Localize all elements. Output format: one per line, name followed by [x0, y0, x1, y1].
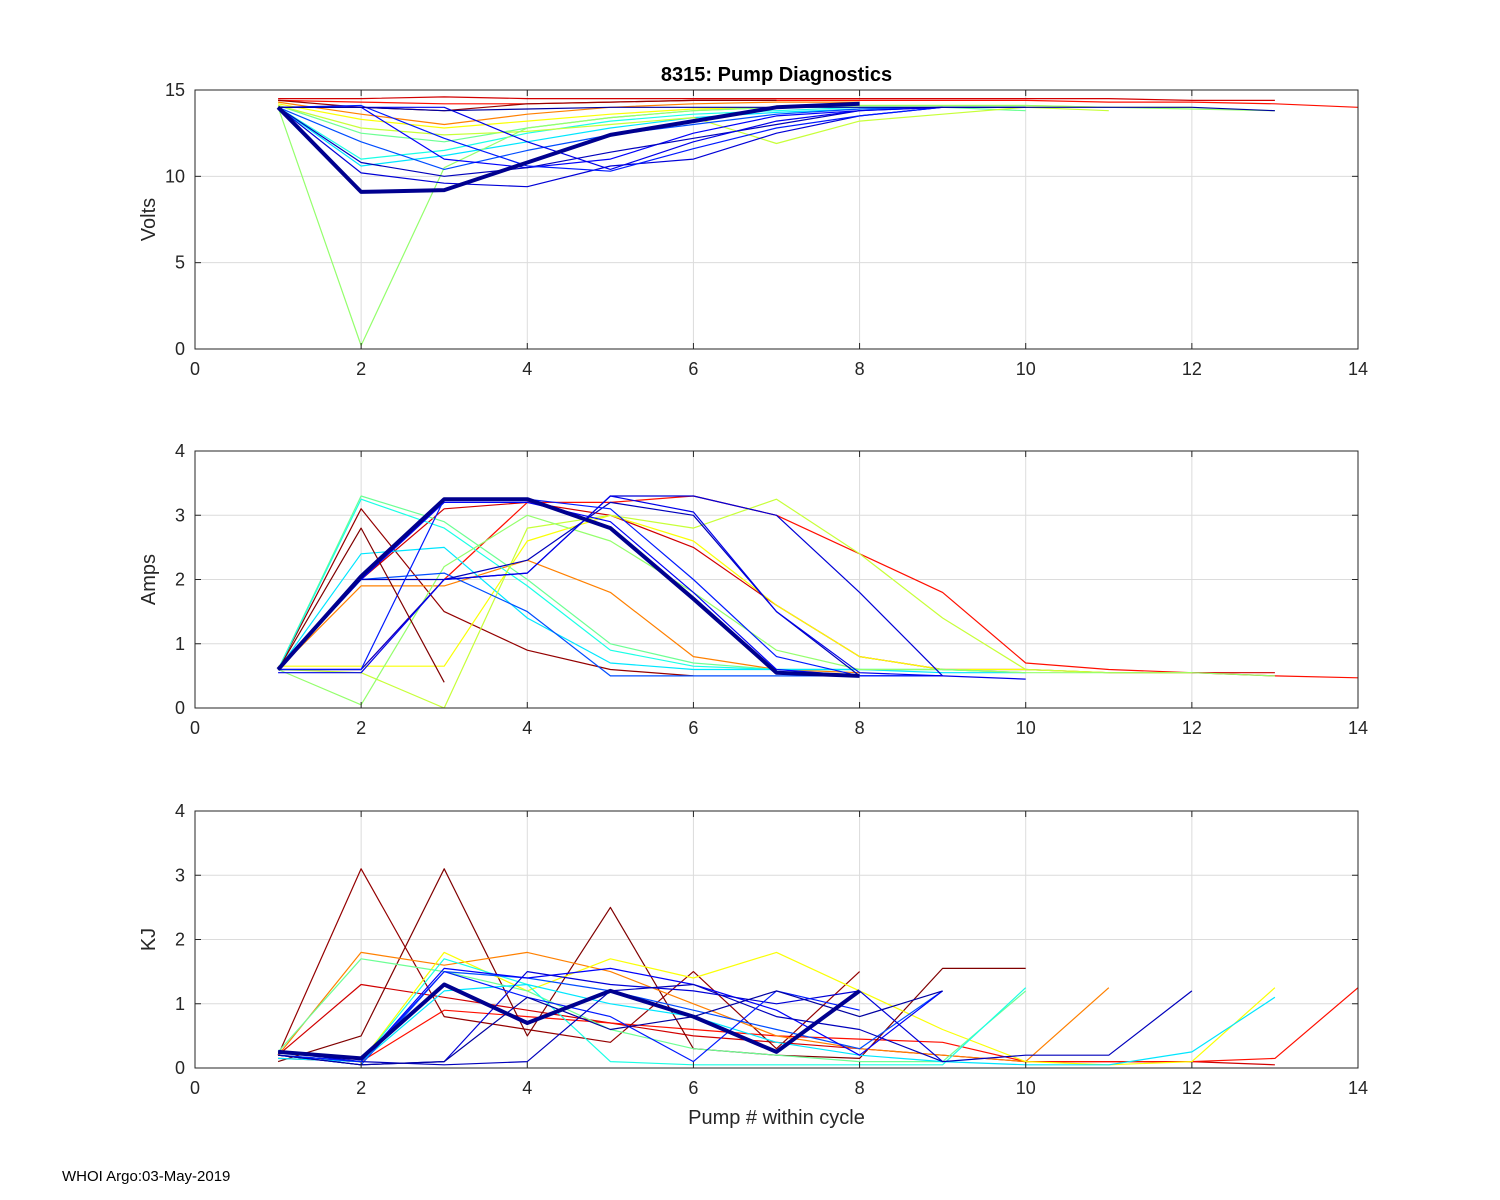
- x-tick-label: 10: [1016, 1078, 1036, 1098]
- y-tick-label: 10: [165, 166, 185, 186]
- series-line-s15: [278, 498, 943, 677]
- series-line-s8: [277, 546, 1026, 674]
- x-tick-label: 2: [356, 718, 366, 738]
- y-tick-label: 15: [165, 80, 185, 100]
- x-tick-label: 12: [1182, 718, 1202, 738]
- series-line-s16: [278, 106, 1026, 170]
- x-tick-label: 14: [1348, 359, 1368, 379]
- x-tick-label: 0: [190, 1078, 200, 1098]
- series-line-s12: [278, 106, 943, 169]
- x-tick-label: 12: [1182, 359, 1202, 379]
- x-tick-label: 12: [1182, 1078, 1202, 1098]
- series-line-s3: [277, 508, 694, 677]
- y-tick-label: 5: [175, 253, 185, 273]
- x-tick-label: 8: [855, 718, 865, 738]
- x-tick-label: 0: [190, 359, 200, 379]
- series-line-s13: [277, 106, 943, 188]
- series-line-s17: [277, 527, 445, 683]
- chart-title: 8315: Pump Diagnostics: [661, 64, 892, 86]
- y-tick-label: 4: [175, 441, 185, 461]
- axes-frame: [194, 89, 1359, 350]
- y-axis-label: Volts: [138, 198, 160, 241]
- series-line-s11: [278, 967, 943, 1063]
- series-line-s9: [277, 104, 1109, 145]
- x-tick-label: 0: [190, 718, 200, 738]
- x-tick-label: 6: [688, 359, 698, 379]
- series-line-s4: [277, 559, 860, 674]
- x-tick-label: 10: [1016, 718, 1036, 738]
- x-tick-label: 8: [855, 1078, 865, 1098]
- x-tick-label: 14: [1348, 1078, 1368, 1098]
- y-tick-label: 2: [175, 930, 185, 950]
- series-line-s2: [278, 987, 1358, 1063]
- series-line-s15: [278, 990, 943, 1066]
- series-line-s1: [277, 501, 1275, 674]
- y-axis-label: KJ: [138, 928, 160, 951]
- x-tick-label: 4: [522, 1078, 532, 1098]
- series-line-s2: [278, 99, 1358, 108]
- series-line-s9: [278, 498, 1109, 708]
- y-tick-label: 0: [175, 1058, 185, 1078]
- series-line-s6: [277, 104, 1026, 143]
- x-tick-label: 4: [522, 359, 532, 379]
- x-tick-label: 14: [1348, 718, 1368, 738]
- y-tick-label: 0: [175, 339, 185, 359]
- y-tick-label: 1: [175, 634, 185, 654]
- series-group: [276, 96, 1358, 347]
- y-tick-label: 0: [175, 698, 185, 718]
- x-tick-label: 6: [688, 718, 698, 738]
- series-line-s9: [278, 983, 1276, 1066]
- x-axis-label: Pump # within cycle: [688, 1107, 865, 1129]
- series-line-s10: [277, 514, 1275, 706]
- y-axis-label: Amps: [138, 554, 160, 605]
- series-line-s10: [277, 104, 1275, 347]
- x-tick-label: 2: [356, 1078, 366, 1098]
- x-tick-label: 6: [688, 1078, 698, 1098]
- x-tick-label: 4: [522, 718, 532, 738]
- y-tick-label: 3: [175, 505, 185, 525]
- series-line-s3: [277, 868, 861, 1056]
- series-line-s5: [278, 514, 1192, 674]
- series-line-s8: [278, 958, 1027, 1066]
- series-line-s18: [276, 497, 860, 678]
- series-line-s2: [278, 495, 1358, 679]
- series-line-s1: [278, 96, 1275, 102]
- series-group: [276, 495, 1358, 708]
- x-tick-label: 8: [855, 359, 865, 379]
- series-line-s14: [277, 106, 860, 177]
- series-line-s15: [278, 104, 943, 172]
- series-line-s5: [277, 951, 1110, 1063]
- volts-axes: 0 2 4 6 8 10 12 14 0 5 10 15 Volts 8315: Pump Diagnos…: [138, 64, 1368, 379]
- y-tick-label: 3: [175, 865, 185, 885]
- y-tick-label: 1: [175, 994, 185, 1014]
- x-tick-label: 10: [1016, 359, 1036, 379]
- x-tick-label: 2: [356, 359, 366, 379]
- series-line-s4: [277, 868, 1026, 1063]
- footer-stamp: WHOI Argo:03-May-2019: [62, 1168, 231, 1185]
- series-line-s13: [278, 983, 1193, 1066]
- series-line-s16: [277, 982, 861, 1061]
- series-line-s16: [278, 495, 1026, 680]
- series-line-s4: [278, 101, 860, 126]
- y-tick-label: 2: [175, 570, 185, 590]
- series-line-s18: [276, 101, 860, 194]
- y-tick-label: 4: [175, 801, 185, 821]
- series-group: [277, 868, 1358, 1066]
